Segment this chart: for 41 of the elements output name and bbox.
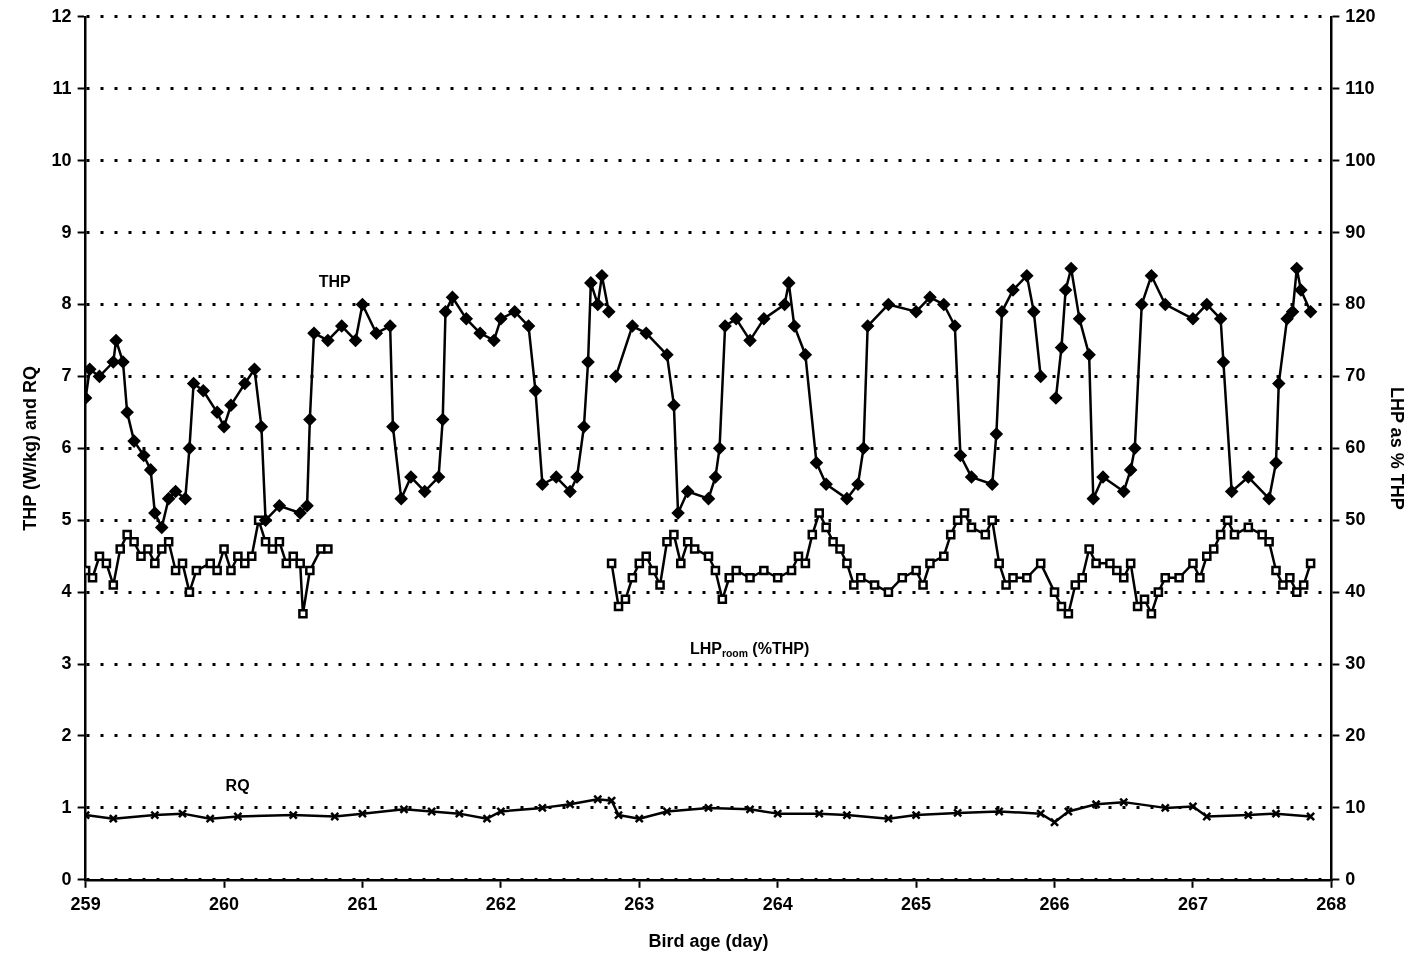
y2-axis-title: LHP as % THP: [1387, 386, 1408, 510]
y-tick-label: 0: [61, 868, 72, 889]
x-tick-label: 260: [209, 893, 240, 914]
y2-tick-label: 100: [1345, 149, 1376, 170]
x-tick-label: 263: [624, 893, 655, 914]
y2-tick-label: 0: [1345, 868, 1356, 889]
y2-tick-label: 20: [1345, 724, 1366, 745]
x-tick-label: 261: [347, 893, 378, 914]
x-tick-label: 268: [1316, 893, 1347, 914]
y-tick-label: 10: [51, 149, 72, 170]
y-tick-label: 8: [61, 293, 72, 314]
y2-tick-label: 10: [1345, 796, 1366, 817]
y-tick-label: 11: [52, 77, 72, 98]
y-tick-label: 7: [61, 365, 72, 386]
y2-tick-label: 110: [1345, 77, 1375, 98]
y2-tick-label: 50: [1345, 509, 1366, 530]
y-tick-label: 5: [61, 509, 72, 530]
y2-tick-label: 70: [1345, 365, 1366, 386]
x-tick-label: 265: [901, 893, 932, 914]
y-tick-label: 2: [61, 724, 72, 745]
x-tick-label: 264: [762, 893, 793, 914]
y-tick-label: 4: [61, 581, 72, 602]
y-tick-label: 3: [61, 653, 72, 674]
series-label: RQ: [225, 777, 250, 794]
y2-tick-label: 90: [1345, 221, 1366, 242]
y-tick-label: 9: [61, 221, 72, 242]
x-tick-label: 262: [485, 893, 516, 914]
x-tick-label: 267: [1177, 893, 1208, 914]
y-tick-label: 6: [61, 437, 72, 458]
y2-tick-label: 80: [1345, 293, 1366, 314]
y2-tick-label: 30: [1345, 653, 1366, 674]
x-tick-label: 259: [70, 893, 101, 914]
y2-tick-label: 120: [1345, 5, 1376, 26]
y-axis-title: THP (W/kg) and RQ: [19, 365, 40, 531]
y-tick-label: 1: [61, 796, 72, 817]
series-label: THP: [318, 273, 352, 291]
y-tick-label: 12: [51, 5, 72, 26]
x-tick-label: 266: [1039, 893, 1070, 914]
x-axis-title: Bird age (day): [648, 931, 769, 952]
y2-tick-label: 40: [1345, 581, 1366, 602]
y2-tick-label: 60: [1345, 437, 1366, 458]
